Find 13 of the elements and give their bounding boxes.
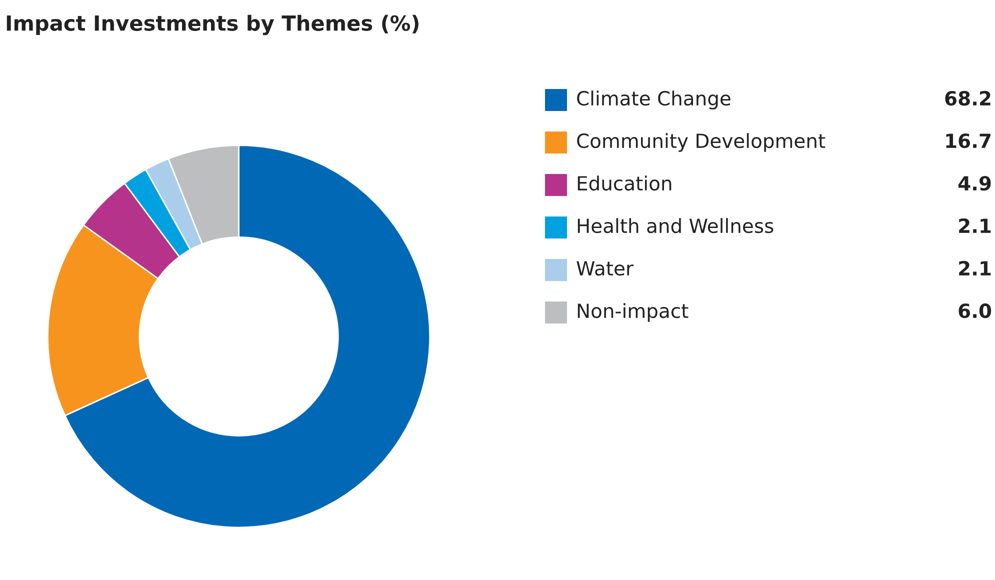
- legend-label: Non-impact: [578, 303, 688, 322]
- data-label: 6.0: [958, 303, 992, 318]
- data-label: 4.9: [958, 176, 991, 191]
- legend-label: Education: [578, 176, 672, 191]
- data-label: 2.1: [959, 260, 991, 276]
- legend-label: Water: [576, 261, 634, 276]
- legend-label: Health and Wellness: [578, 218, 774, 234]
- data-label: 68.2: [945, 90, 990, 106]
- data-label: 2.1: [959, 218, 991, 233]
- data-label: 16.7: [946, 133, 990, 148]
- legend-label: Climate Change: [577, 90, 730, 110]
- legend-label: Community Development: [577, 133, 826, 152]
- chart-title: Impact Investments by Themes (%): [6, 14, 418, 36]
